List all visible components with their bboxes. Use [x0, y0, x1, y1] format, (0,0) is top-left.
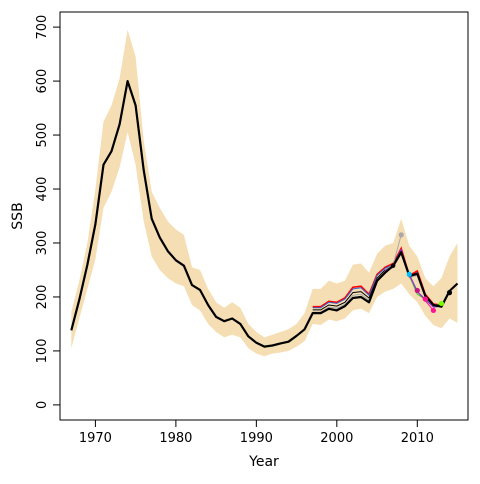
terminal-points-layer [390, 232, 453, 314]
y-axis: 0 100 200 300 400 500 600 700 [35, 15, 61, 409]
y-tick-label-200: 200 [35, 285, 50, 310]
peel-end-point-3 [414, 287, 420, 294]
x-tick-label-2010: 2010 [401, 431, 434, 446]
y-tick-label-500: 500 [35, 123, 50, 148]
peel-end-point-5 [430, 307, 436, 314]
peel-end-point-1 [398, 232, 404, 238]
peel-end-point-2 [406, 271, 412, 277]
x-axis: 1970 1980 1990 2000 2010 [79, 419, 434, 446]
x-tick-label-1970: 1970 [79, 431, 112, 446]
y-axis-label: SSB [10, 202, 26, 229]
peel-end-point-6 [438, 300, 445, 307]
peel-end-point-7 [446, 290, 453, 296]
x-tick-label-1980: 1980 [159, 431, 192, 446]
y-tick-label-700: 700 [35, 15, 50, 40]
x-tick-label-1990: 1990 [240, 431, 273, 446]
y-tick-label-0: 0 [35, 401, 50, 409]
peel-end-point-4 [422, 296, 428, 302]
x-tick-label-2000: 2000 [320, 431, 353, 446]
y-tick-label-300: 300 [35, 231, 50, 256]
y-tick-label-400: 400 [35, 177, 50, 202]
uncertainty-band-layer [71, 29, 458, 357]
y-tick-label-100: 100 [35, 339, 50, 364]
y-tick-label-600: 600 [35, 69, 50, 94]
peel-end-point-2007 [390, 263, 396, 268]
x-axis-label: Year [248, 454, 279, 470]
confidence-band [71, 29, 458, 357]
